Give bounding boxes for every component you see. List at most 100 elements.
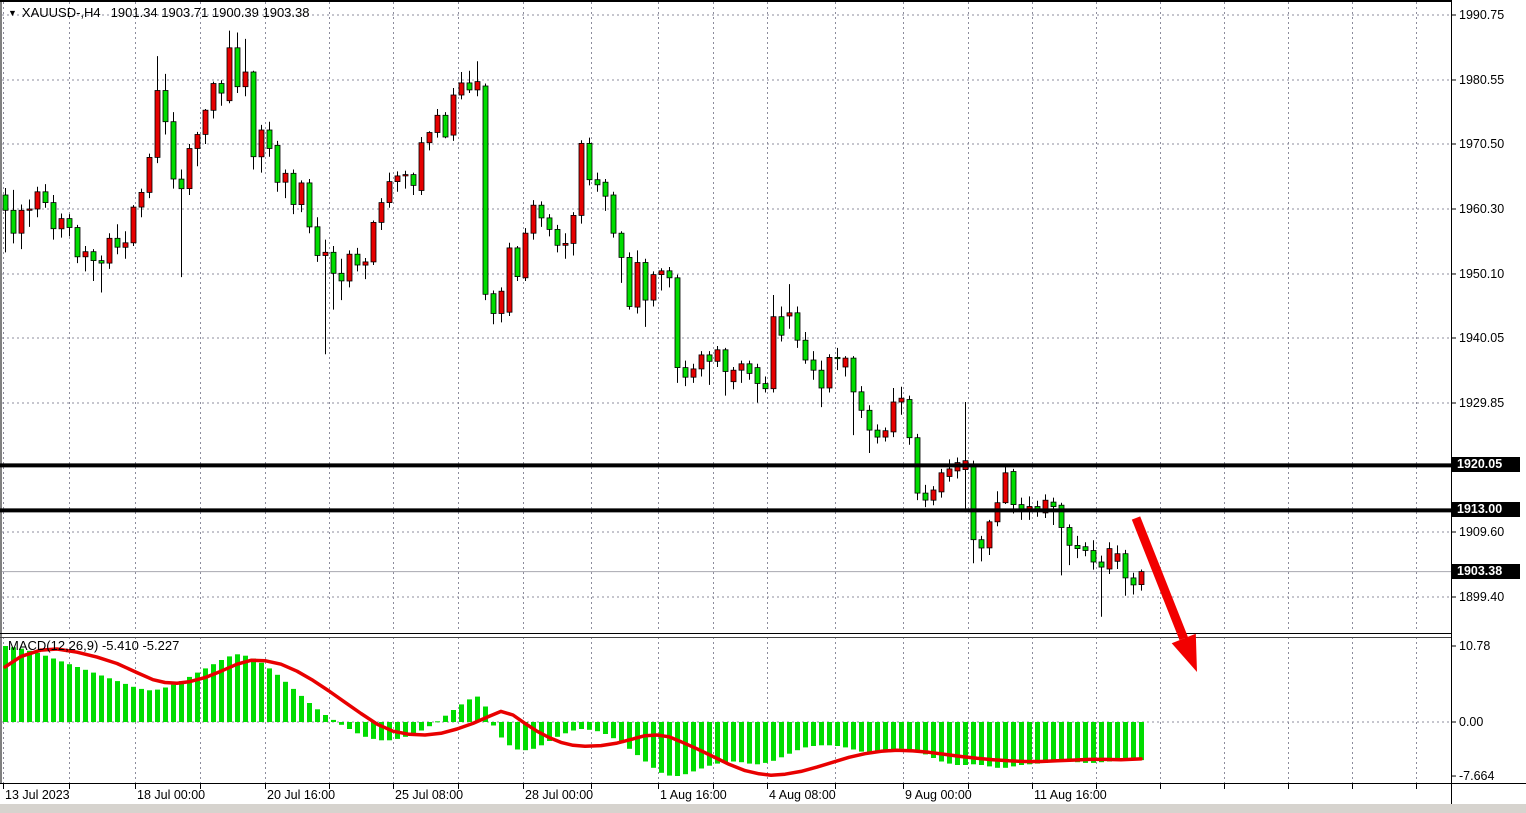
macd-histogram-bar <box>715 722 720 764</box>
macd-histogram-bar <box>131 686 136 723</box>
macd-histogram-bar <box>251 658 256 722</box>
candle-body-bear <box>1010 471 1017 505</box>
candle-body-bear <box>674 277 681 368</box>
macd-histogram-bar <box>195 672 200 722</box>
candle-body-bear <box>618 232 625 258</box>
candle-body-bull <box>434 114 441 133</box>
macd-histogram-bar <box>291 688 296 722</box>
candle-body-bull <box>282 172 289 183</box>
candle-body-bull <box>426 132 433 144</box>
macd-histogram-bar <box>59 661 64 722</box>
price-axis-label[interactable]: 1990.75 <box>1459 8 1505 22</box>
candle-body-bull <box>18 209 25 234</box>
price-axis-label[interactable]: 1980.55 <box>1459 72 1505 87</box>
price-axis-label[interactable]: 1970.50 <box>1459 137 1505 151</box>
macd-histogram-bar <box>267 668 272 722</box>
candle-body-bear <box>330 251 337 274</box>
candle-body-bull <box>562 242 569 246</box>
candle-body-bear <box>874 429 881 438</box>
macd-histogram-bar <box>155 689 160 722</box>
candle-body-bull <box>146 156 153 193</box>
trend-arrow-head[interactable] <box>1171 633 1197 672</box>
candle-body-bull <box>786 312 793 317</box>
macd-histogram-bar <box>683 722 688 775</box>
price-axis-label[interactable]: 1929.85 <box>1459 395 1505 410</box>
candle-body-bear <box>66 218 73 228</box>
macd-histogram-bar <box>739 722 744 763</box>
candle-body-bull <box>402 174 409 177</box>
macd-histogram-bar <box>771 722 776 761</box>
candle-body-bull <box>122 242 129 248</box>
hline-price-tag-1913: 1913.00 <box>1452 502 1520 518</box>
candle-body-bear <box>818 369 825 389</box>
price-axis-label[interactable]: 1899.40 <box>1459 589 1505 604</box>
time-axis-label[interactable]: 11 Aug 16:00 <box>1034 788 1107 802</box>
macd-histogram-bar <box>579 722 584 729</box>
macd-histogram-bar <box>1059 722 1064 762</box>
macd-histogram-bar <box>203 668 208 722</box>
candle-body-bull <box>194 134 201 149</box>
candle-body-bear <box>74 227 81 258</box>
price-axis-label[interactable]: 1940.05 <box>1459 331 1505 345</box>
macd-histogram-bar <box>411 722 416 734</box>
candle-body-bear <box>602 181 609 197</box>
candle-body-bull <box>34 191 41 210</box>
candle-body-bull <box>370 221 377 263</box>
indicator-main-value: -5.410 <box>101 638 139 653</box>
macd-histogram-bar <box>483 706 488 722</box>
candle-body-bull <box>210 83 217 111</box>
candle-body-bull <box>418 142 425 191</box>
candle-body-bull <box>1042 499 1049 514</box>
candle-body-bear <box>594 179 601 186</box>
time-axis-label[interactable]: 4 Aug 08:00 <box>769 788 836 802</box>
time-axis-label[interactable]: 9 Aug 00:00 <box>905 788 972 802</box>
candle-body-bear <box>970 464 977 541</box>
macd-histogram-bar <box>403 722 408 737</box>
candle-body-bull <box>322 251 329 256</box>
candle-body-bull <box>530 204 537 234</box>
time-axis-label[interactable]: 28 Jul 00:00 <box>525 788 594 802</box>
macd-axis-label-max[interactable]: 10.78 <box>1459 639 1491 653</box>
collapse-triangle-icon[interactable]: ▼ <box>8 8 17 18</box>
time-axis-label[interactable]: 20 Jul 16:00 <box>267 788 336 802</box>
candle-body-bear <box>1074 545 1081 550</box>
macd-histogram-bar <box>19 648 24 722</box>
time-axis-label[interactable]: 18 Jul 00:00 <box>137 788 206 802</box>
candle-body-bull <box>730 369 737 383</box>
candle-body-bear <box>834 356 841 360</box>
price-axis-label[interactable]: 1909.60 <box>1459 525 1505 539</box>
bottom-strip <box>0 804 1526 813</box>
candle-body-bear <box>922 492 929 501</box>
price-axis-label[interactable]: 1960.30 <box>1459 201 1505 216</box>
candle-body-bear <box>810 359 817 371</box>
macd-histogram-bar <box>939 722 944 762</box>
macd-histogram-bar <box>987 722 992 767</box>
macd-histogram-bar <box>699 722 704 769</box>
macd-axis-label-zero[interactable]: 0.00 <box>1459 715 1484 729</box>
price-axis-label[interactable]: 1950.10 <box>1459 266 1505 281</box>
candle-body-bull <box>386 181 393 204</box>
candle-body-bull <box>138 191 145 208</box>
candle-body-bull <box>658 270 665 275</box>
time-axis-label[interactable]: 25 Jul 08:00 <box>395 788 464 802</box>
hline-price-tag-1920: 1920.05 <box>1452 457 1520 473</box>
time-axis-label[interactable]: 13 Jul 2023 <box>5 788 70 802</box>
candle-body-bull <box>298 182 305 205</box>
macd-histogram-bar <box>995 722 1000 768</box>
macd-histogram-bar <box>299 695 304 722</box>
candle-body-bear <box>642 262 649 301</box>
macd-histogram-bar <box>451 710 456 722</box>
candle-body-bear <box>794 312 801 341</box>
macd-histogram-bar <box>187 676 192 722</box>
macd-histogram-bar <box>179 681 184 722</box>
macd-histogram-bar <box>123 683 128 722</box>
candle-body-bull <box>474 81 481 91</box>
candle-body-bear <box>218 83 225 94</box>
macd-histogram-bar <box>275 674 280 722</box>
time-axis-label[interactable]: 1 Aug 16:00 <box>660 788 727 802</box>
macd-histogram-bar <box>1051 722 1056 763</box>
candle-body-bear <box>250 71 257 158</box>
macd-histogram-bar <box>227 656 232 722</box>
macd-axis-label-min[interactable]: -7.664 <box>1459 769 1495 784</box>
